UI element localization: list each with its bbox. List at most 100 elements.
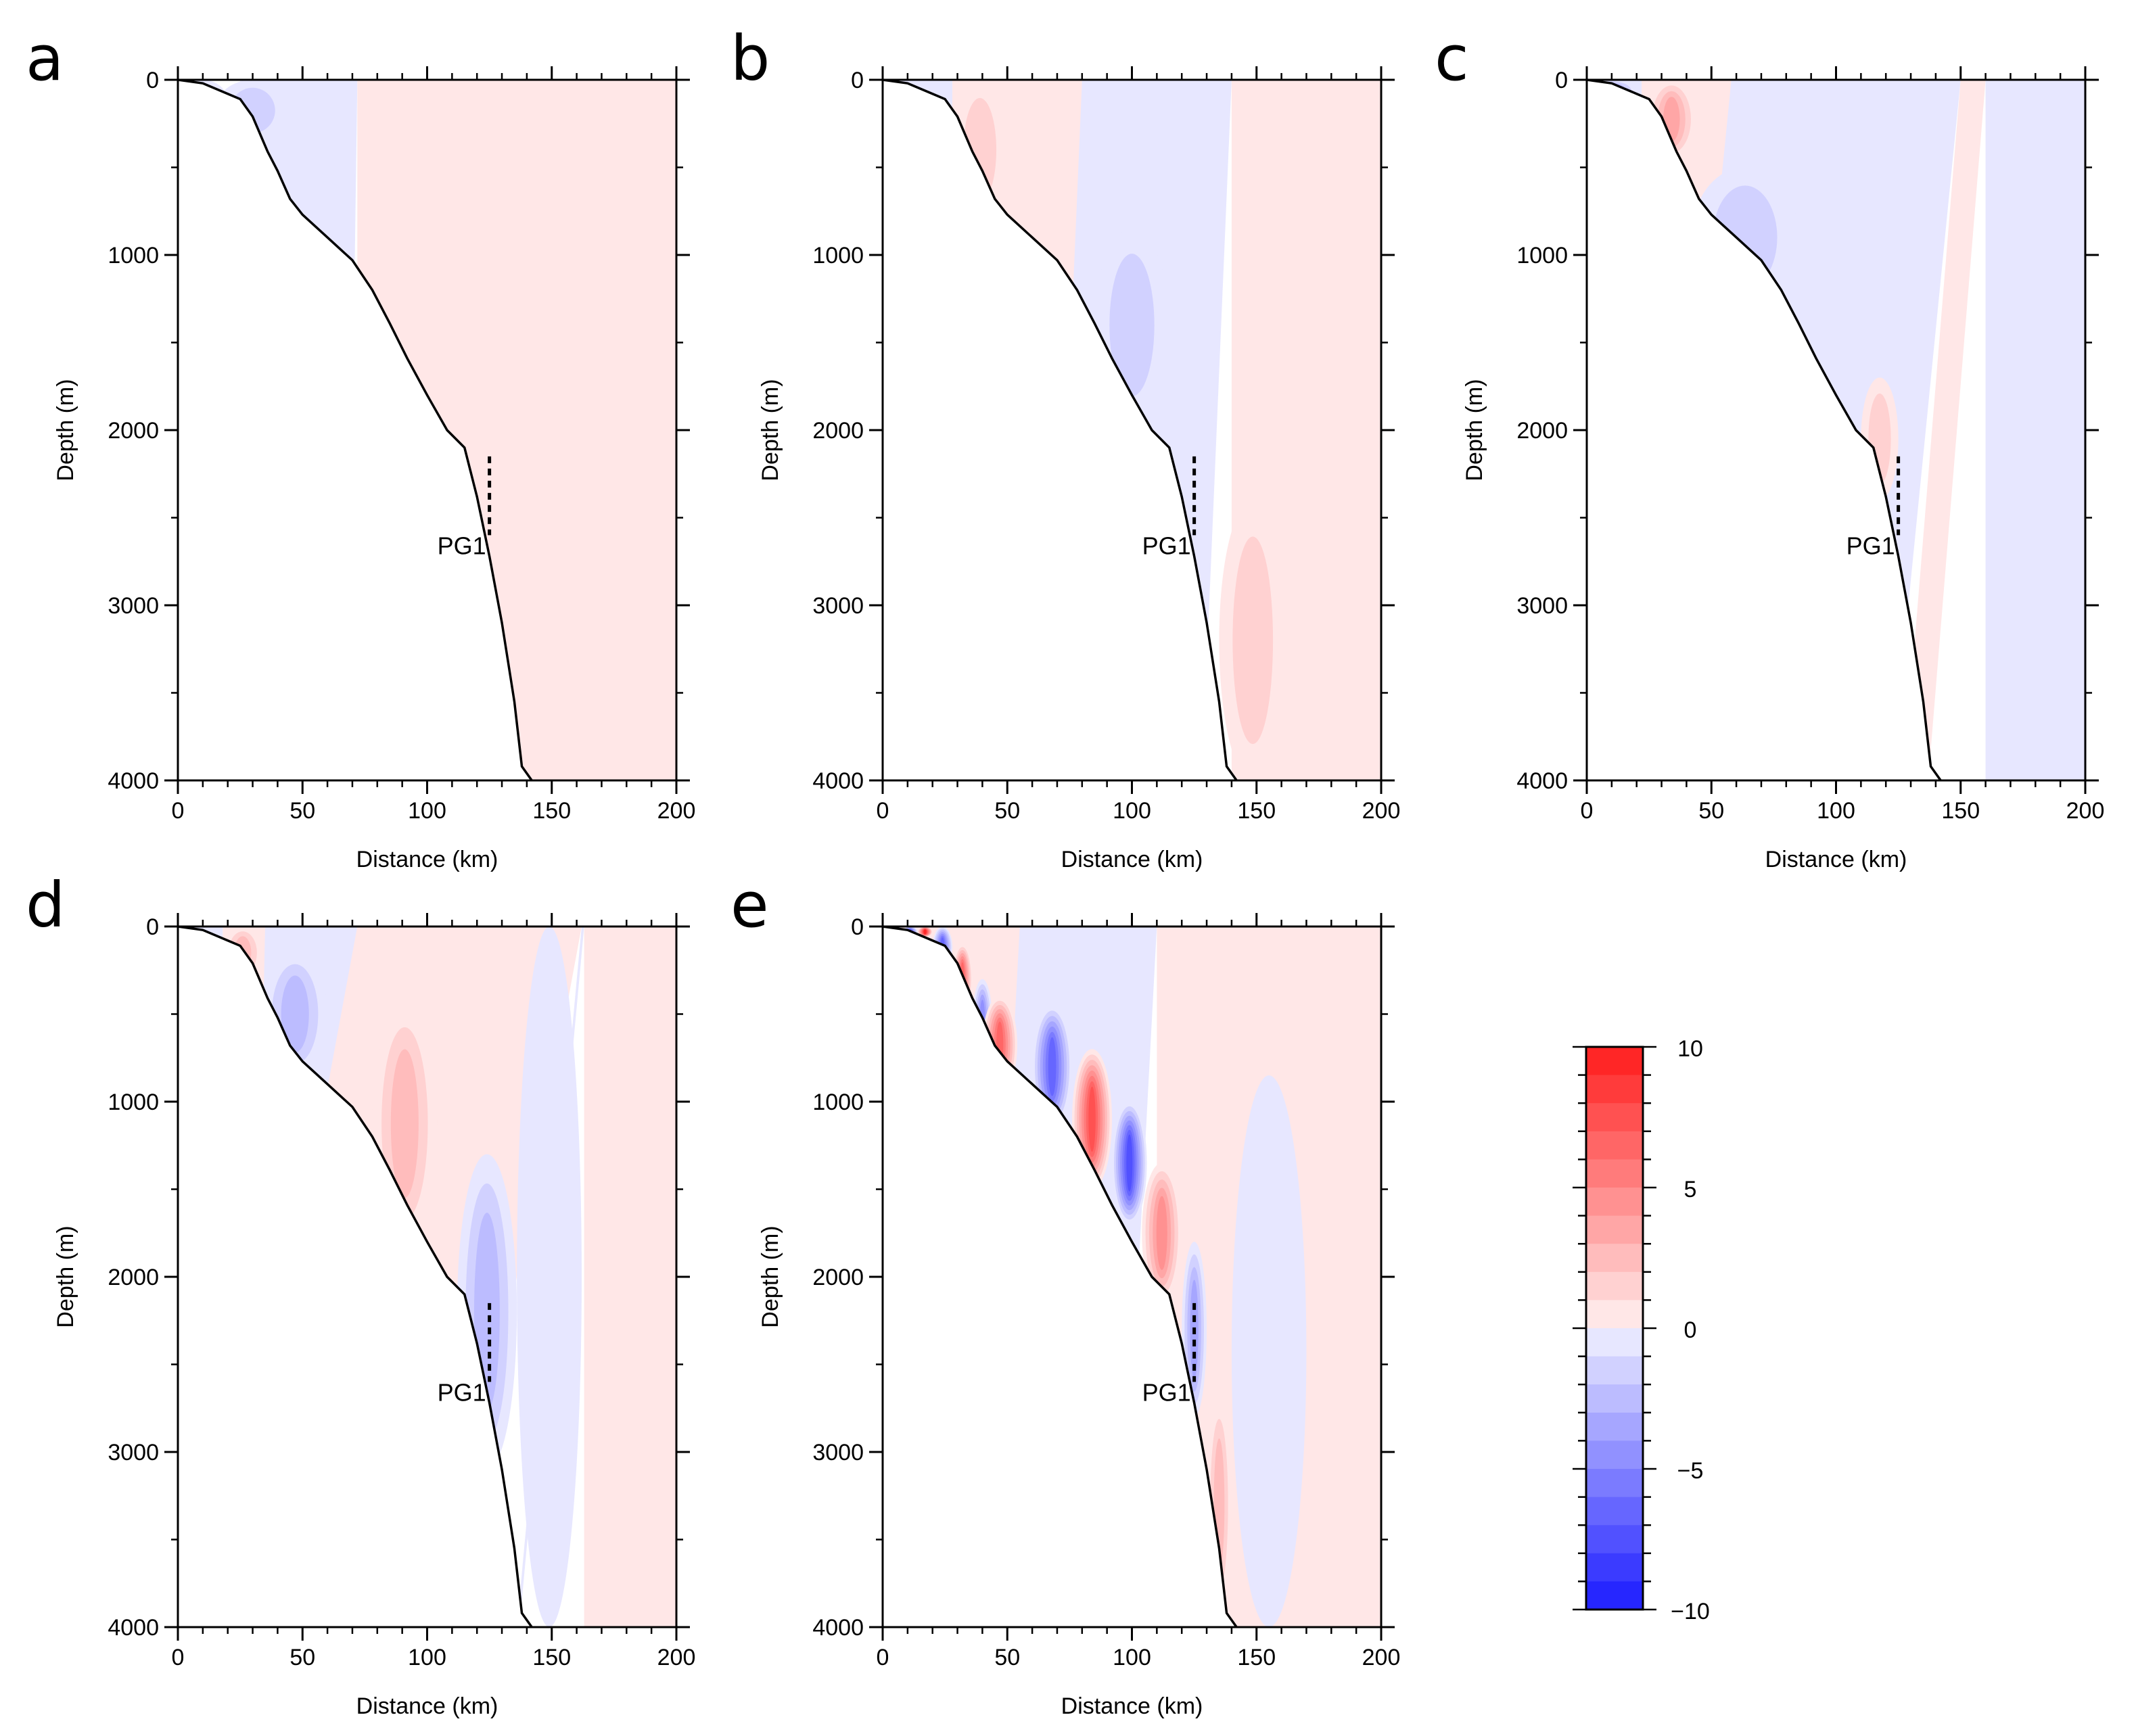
colorbar-tick-label: 10 bbox=[1677, 1036, 1703, 1062]
anomaly-cell bbox=[940, 937, 945, 958]
y-tick-label: 1000 bbox=[108, 1089, 159, 1115]
y-tick-label: 1000 bbox=[1516, 243, 1568, 268]
panel-letter: c bbox=[1435, 22, 1469, 95]
panel-letter: e bbox=[730, 869, 769, 941]
colorbar-bin bbox=[1586, 1047, 1643, 1076]
x-tick-label: 150 bbox=[1237, 798, 1276, 824]
anomaly-cell bbox=[192, 88, 214, 116]
anomaly-band bbox=[1587, 80, 1642, 780]
panel-letter: b bbox=[730, 22, 770, 95]
y-tick-label: 0 bbox=[1555, 68, 1568, 93]
bathymetry-line bbox=[882, 925, 1238, 1628]
colorbar-bin bbox=[1586, 1440, 1643, 1470]
y-tick-label: 2000 bbox=[108, 418, 159, 444]
colorbar-bin bbox=[1586, 1244, 1643, 1273]
bathymetry-line bbox=[1586, 78, 1942, 782]
anomaly-cell bbox=[1109, 254, 1155, 397]
anomaly-cell bbox=[1048, 1037, 1057, 1096]
anomaly-band bbox=[1052, 80, 1232, 780]
x-tick-label: 0 bbox=[172, 798, 185, 824]
panel-letter: a bbox=[26, 22, 64, 95]
y-tick-label: 4000 bbox=[108, 768, 159, 794]
y-tick-label: 3000 bbox=[1516, 593, 1568, 619]
bathymetry-line bbox=[882, 78, 1238, 782]
x-tick-label: 200 bbox=[657, 798, 696, 824]
x-tick-label: 100 bbox=[1817, 798, 1855, 824]
colorbar-bin bbox=[1586, 1469, 1643, 1498]
x-tick-label: 200 bbox=[1362, 798, 1401, 824]
y-tick-label: 4000 bbox=[812, 1615, 864, 1641]
y-tick-label: 4000 bbox=[812, 768, 864, 794]
colorbar-bin bbox=[1586, 1384, 1643, 1413]
anomaly-cell bbox=[517, 926, 582, 1627]
colorbar-bin bbox=[1586, 1075, 1643, 1104]
anomaly-cell bbox=[1156, 1196, 1167, 1270]
anomaly-cell bbox=[234, 936, 252, 970]
anomaly-cell bbox=[996, 1021, 1004, 1069]
colorbar-bin bbox=[1586, 1300, 1643, 1329]
y-tick-label: 2000 bbox=[108, 1265, 159, 1290]
anomaly-field bbox=[1587, 80, 2085, 780]
x-axis-label: Distance (km) bbox=[1061, 847, 1203, 872]
anomaly-band bbox=[357, 80, 676, 780]
x-tick-label: 50 bbox=[289, 1645, 315, 1670]
x-tick-label: 150 bbox=[1237, 1645, 1276, 1670]
anomaly-cell bbox=[963, 97, 997, 202]
colorbar-bin bbox=[1586, 1159, 1643, 1188]
colorbar-tick-label: 0 bbox=[1684, 1317, 1697, 1343]
anomaly-field bbox=[883, 80, 1381, 780]
colorbar-tick-label: 5 bbox=[1684, 1177, 1697, 1202]
colorbar-bin bbox=[1586, 1412, 1643, 1441]
y-tick-label: 4000 bbox=[108, 1615, 159, 1641]
mooring-label: PG1 bbox=[438, 1378, 486, 1406]
anomaly-band bbox=[1985, 80, 2085, 780]
y-tick-label: 2000 bbox=[812, 418, 864, 444]
x-tick-label: 50 bbox=[1698, 798, 1724, 824]
colorbar: 10 5 0 −5 −10 bbox=[1573, 1036, 1710, 1624]
anomaly-cell bbox=[923, 929, 927, 935]
x-tick-label: 200 bbox=[657, 1645, 696, 1670]
anomaly-cell bbox=[1598, 83, 1626, 98]
anomaly-cell bbox=[1713, 185, 1778, 289]
anomaly-cell bbox=[893, 929, 898, 935]
colorbar-bin bbox=[1586, 1581, 1643, 1610]
y-axis-label: Depth (m) bbox=[758, 379, 783, 481]
anomaly-cell bbox=[281, 975, 309, 1053]
x-tick-label: 50 bbox=[994, 1645, 1020, 1670]
colorbar-bin bbox=[1586, 1497, 1643, 1526]
y-axis-label: Depth (m) bbox=[758, 1225, 783, 1328]
mooring-label: PG1 bbox=[1847, 532, 1895, 559]
mooring-label: PG1 bbox=[1142, 532, 1191, 559]
colorbar-bin bbox=[1586, 1525, 1643, 1554]
y-tick-label: 3000 bbox=[108, 593, 159, 619]
x-tick-label: 50 bbox=[289, 798, 315, 824]
y-axis-label: Depth (m) bbox=[1462, 379, 1487, 481]
x-tick-label: 0 bbox=[1581, 798, 1594, 824]
y-tick-label: 0 bbox=[146, 914, 159, 940]
x-tick-label: 200 bbox=[2066, 798, 2105, 824]
x-tick-label: 150 bbox=[532, 1645, 571, 1670]
y-tick-label: 1000 bbox=[812, 1089, 864, 1115]
colorbar-bin bbox=[1586, 1188, 1643, 1217]
x-tick-label: 100 bbox=[408, 798, 446, 824]
anomaly-cell bbox=[1231, 1075, 1307, 1627]
y-tick-label: 2000 bbox=[812, 1265, 864, 1290]
y-tick-label: 1000 bbox=[812, 243, 864, 268]
x-tick-label: 150 bbox=[1941, 798, 1980, 824]
y-tick-label: 3000 bbox=[812, 593, 864, 619]
x-tick-label: 200 bbox=[1362, 1645, 1401, 1670]
colorbar-bin bbox=[1586, 1215, 1643, 1244]
anomaly-band bbox=[883, 80, 953, 780]
anomaly-cell bbox=[1232, 536, 1274, 745]
x-axis-label: Distance (km) bbox=[1061, 1693, 1203, 1719]
x-tick-label: 0 bbox=[877, 1645, 889, 1670]
mooring-label: PG1 bbox=[1142, 1378, 1191, 1406]
anomaly-cell bbox=[1088, 1086, 1096, 1152]
x-tick-label: 0 bbox=[877, 798, 889, 824]
anomaly-cell bbox=[230, 87, 275, 133]
x-axis-label: Distance (km) bbox=[356, 1693, 498, 1719]
